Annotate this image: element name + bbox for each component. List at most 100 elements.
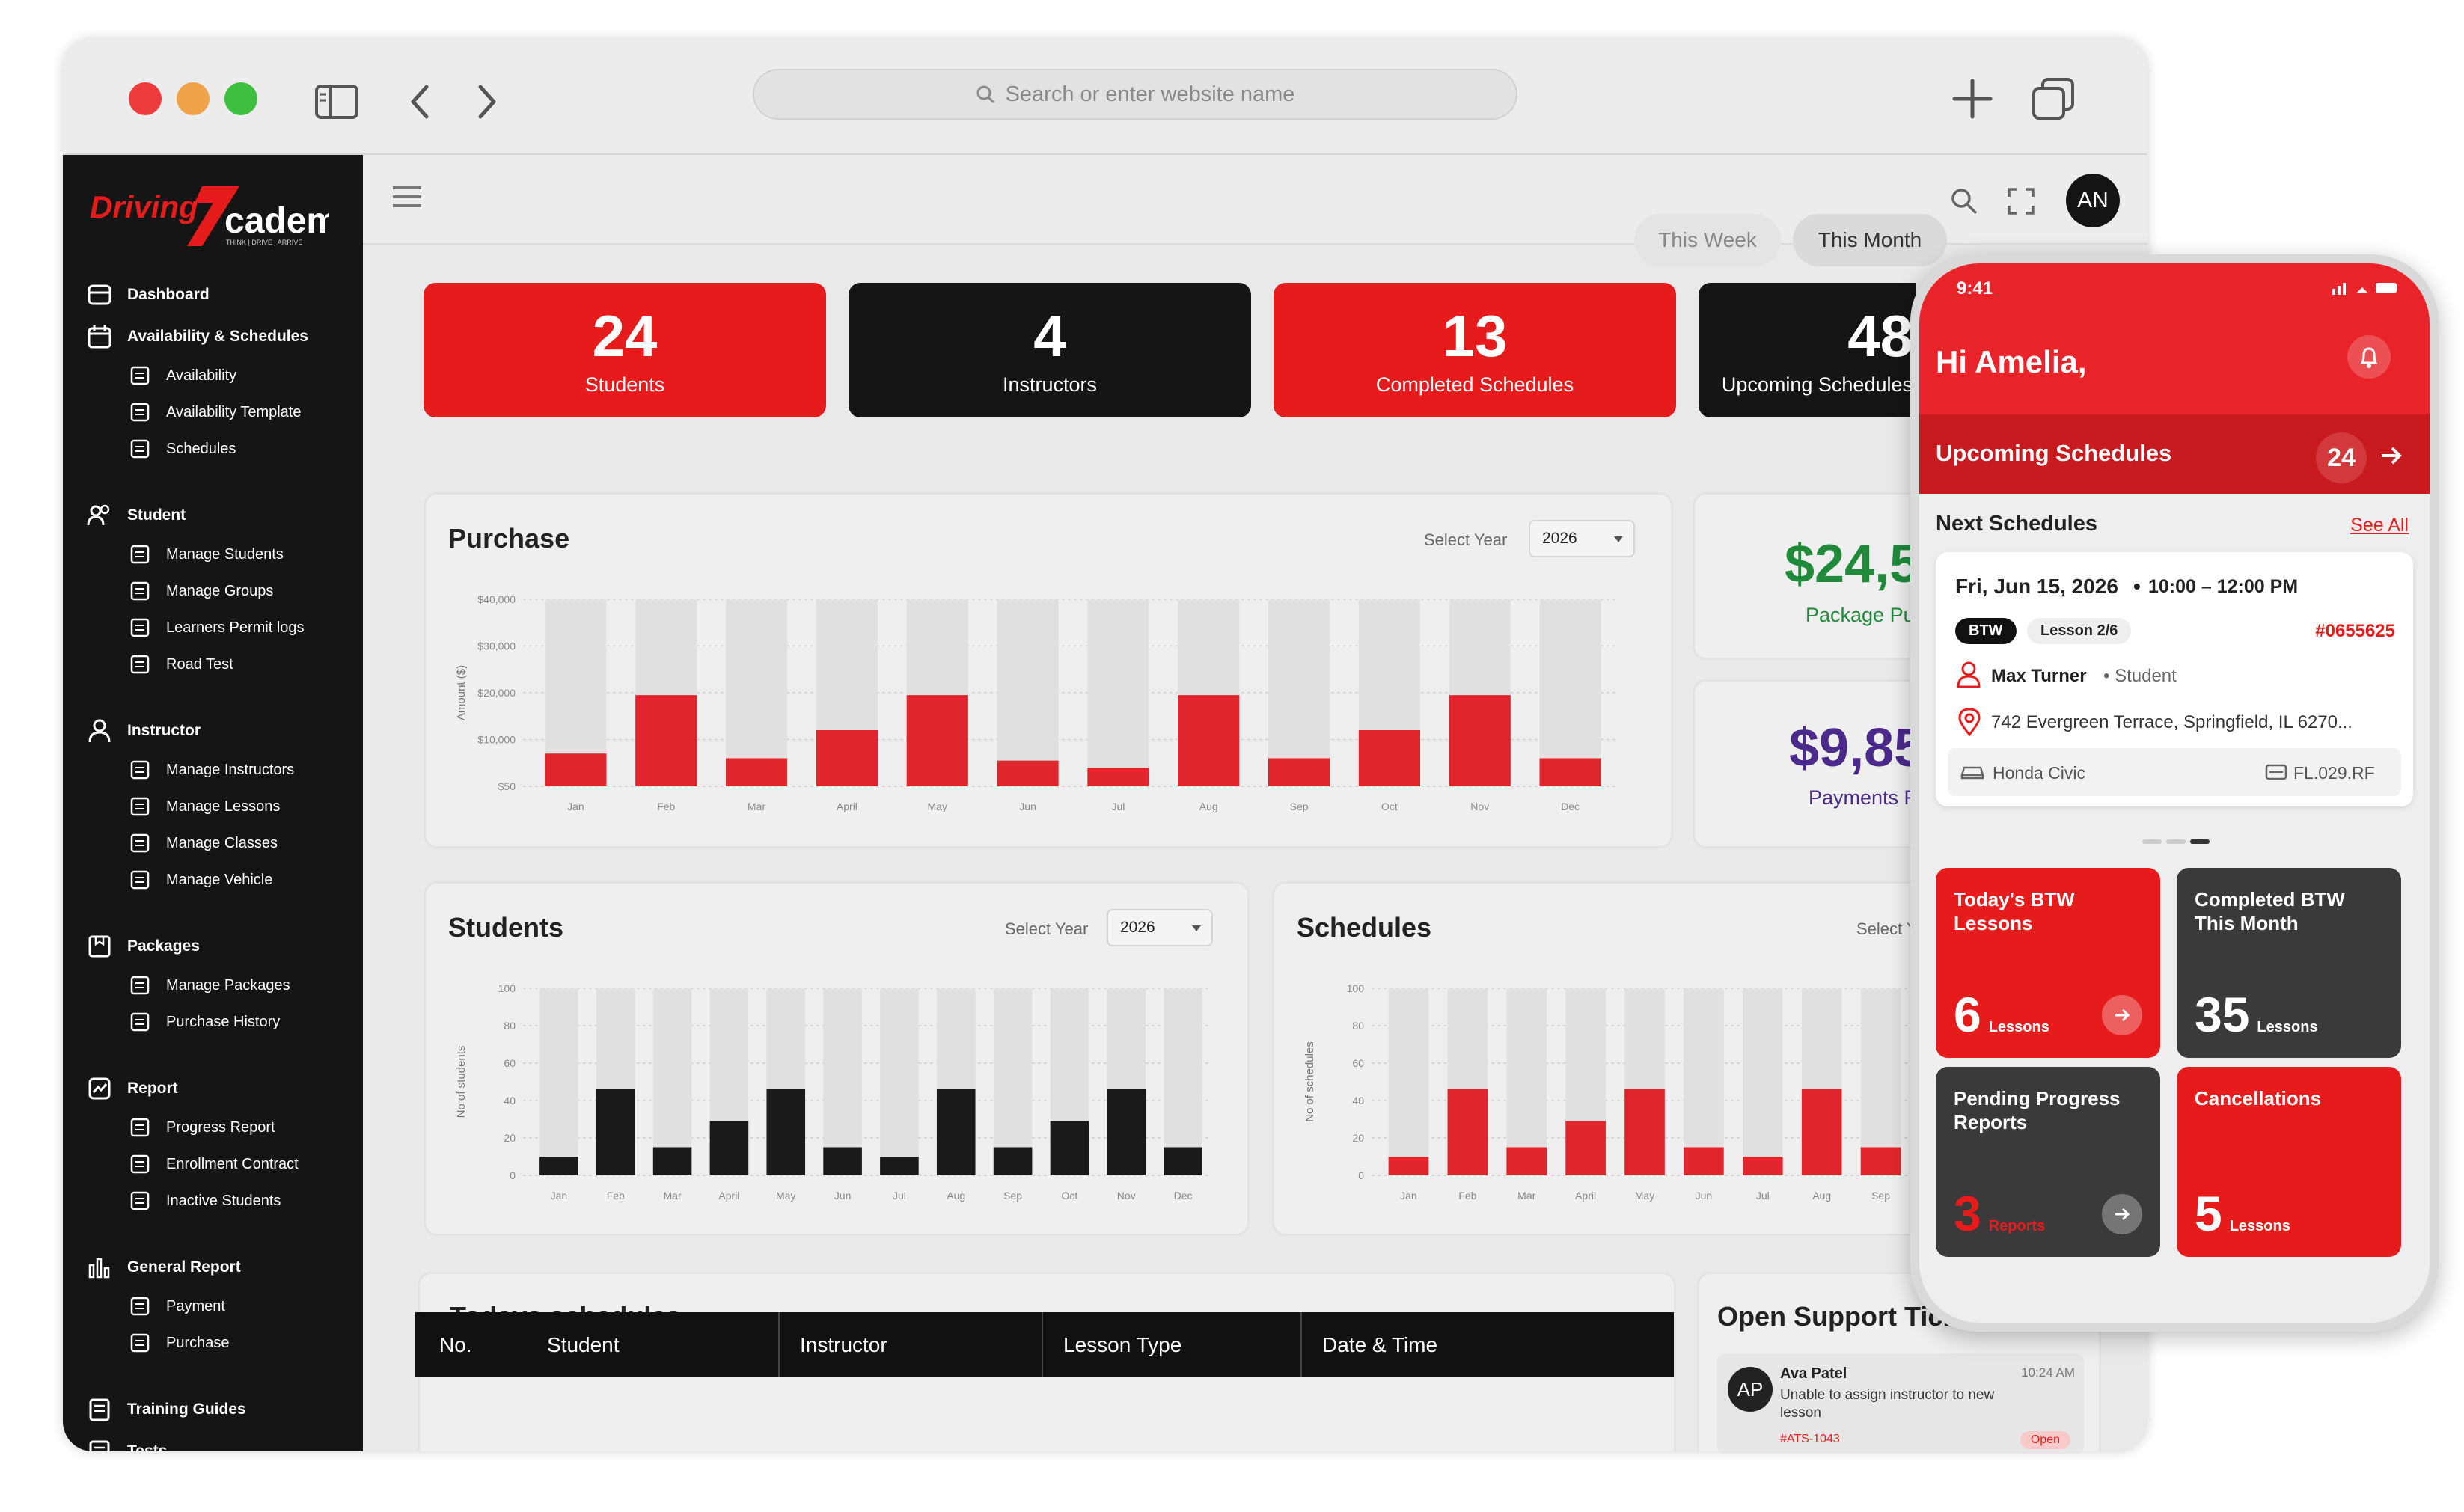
stat-card-completed-schedules[interactable]: 13 Completed Schedules [1274,283,1676,417]
chart-bar[interactable] [880,1157,919,1175]
sidebar-subitem-manage-lessons[interactable]: Manage Lessons [129,795,280,818]
students-year-select[interactable]: 2026 [1107,909,1213,946]
sidebar-item-report[interactable]: Report [87,1076,178,1101]
chart-bar[interactable] [1449,695,1511,786]
sidebar-subitem-enrollment-contract[interactable]: Enrollment Contract [129,1153,299,1175]
sidebar-subitem-inactive-students[interactable]: Inactive Students [129,1190,281,1212]
forward-icon[interactable] [471,82,501,121]
sidebar-subitem-manage-students[interactable]: Manage Students [129,543,284,566]
sidebar-subitem-purchase[interactable]: Purchase [129,1332,230,1354]
sidebar-subitem-progress-report[interactable]: Progress Report [129,1116,275,1139]
back-icon[interactable] [406,82,435,121]
maximize-window-button[interactable] [224,82,257,115]
arrow-right-icon[interactable] [2102,995,2142,1035]
arrow-right-icon[interactable] [2102,1194,2142,1234]
sidebar-subitem-manage-instructors[interactable]: Manage Instructors [129,759,294,781]
stat-card-upcoming-schedules[interactable]: 48 Upcoming Schedules [1699,283,1916,417]
chart-bar[interactable] [766,1089,806,1175]
chart-y-axis-label: Amount ($) [455,665,468,720]
chart-bar-background [726,599,788,786]
sidebar-toggle-icon[interactable] [314,84,359,120]
chart-bar[interactable] [1107,1089,1146,1175]
fullscreen-icon[interactable] [2006,186,2036,216]
chart-bar[interactable] [997,760,1059,786]
chart-bar[interactable] [823,1147,862,1176]
dashboard-tile-completed-btw-this-month[interactable]: Completed BTW This Month 35 Lessons [2177,868,2401,1058]
chart-bar[interactable] [539,1157,578,1175]
sidebar-subitem-availability-template[interactable]: Availability Template [129,401,301,423]
sidebar-subitem-availability[interactable]: Availability [129,364,236,387]
chart-bar[interactable] [936,1089,976,1175]
dashboard-tile-cancellations[interactable]: Cancellations 5 Lessons [2177,1067,2401,1257]
sidebar-item-availability-schedules[interactable]: Availability & Schedules [87,324,308,349]
chart-bar[interactable] [596,1089,635,1175]
chart-bar[interactable] [1164,1147,1202,1176]
this-month-filter-button[interactable]: This Month [1793,214,1947,266]
chart-bar[interactable] [1539,758,1601,787]
chart-bar[interactable] [1684,1147,1724,1176]
chart-bar[interactable] [906,695,968,786]
hamburger-menu-icon[interactable] [391,183,423,210]
chart-bar[interactable] [816,730,878,786]
carousel-indicator [2142,839,2210,844]
sidebar-subitem-road-test[interactable]: Road Test [129,653,233,676]
chart-bar[interactable] [1268,758,1330,787]
chart-bar[interactable] [993,1147,1033,1176]
tabs-overview-icon[interactable] [2031,76,2076,121]
purchase-year-select[interactable]: 2026 [1529,520,1635,557]
next-schedule-card[interactable]: Fri, Jun 15, 2026 • 10:00 – 12:00 PM BTW… [1936,552,2413,806]
chart-bar[interactable] [1087,768,1149,786]
sidebar-item-instructor[interactable]: Instructor [87,718,201,744]
todays-schedules-table-header: No. Student Instructor Lesson Type Date … [415,1312,1674,1377]
chart-bar[interactable] [1050,1121,1089,1176]
sidebar-subitem-payment[interactable]: Payment [129,1295,225,1317]
bell-icon[interactable] [2347,335,2391,379]
sidebar-item-general-report[interactable]: General Report [87,1255,241,1280]
address-bar[interactable]: Search or enter website name [753,69,1517,120]
new-tab-icon[interactable] [1950,76,1995,121]
chart-bar[interactable] [652,1147,692,1176]
chart-bar[interactable] [709,1121,749,1176]
stat-card-instructors[interactable]: 4 Instructors [849,283,1251,417]
chart-bar[interactable] [1447,1089,1488,1175]
sidebar-subitem-learners-permit-logs[interactable]: Learners Permit logs [129,616,305,639]
tile-value: 35 [2195,987,2250,1042]
chart-bar[interactable] [1178,695,1240,786]
chart-y-tick-label: 20 [1352,1132,1364,1144]
chart-bar[interactable] [1801,1089,1842,1175]
sidebar-subitem-purchase-history[interactable]: Purchase History [129,1011,280,1033]
sidebar-subitem-schedules[interactable]: Schedules [129,438,236,460]
user-avatar[interactable]: AN [2066,174,2120,227]
sidebar-item-student[interactable]: Student [87,503,186,528]
sidebar-item-dashboard[interactable]: Dashboard [87,282,210,307]
chart-bar[interactable] [1358,730,1420,786]
chart-bar[interactable] [545,753,607,786]
chart-bar[interactable] [1742,1157,1783,1175]
dashboard-tile-pending-progress-reports[interactable]: Pending Progress Reports 3 Reports [1936,1067,2160,1257]
sidebar-subitem-manage-groups[interactable]: Manage Groups [129,580,273,602]
close-window-button[interactable] [129,82,162,115]
sidebar-item-packages[interactable]: Packages [87,934,200,959]
stat-card-students[interactable]: 24 Students [424,283,826,417]
column-no: No. [439,1333,472,1356]
sidebar-subitem-manage-classes[interactable]: Manage Classes [129,832,278,854]
search-icon[interactable] [1949,186,1979,216]
dashboard-tile-today-s-btw-lessons[interactable]: Today's BTW Lessons 6 Lessons [1936,868,2160,1058]
chart-bar[interactable] [1506,1147,1547,1176]
sidebar-subitem-label: Enrollment Contract [166,1155,299,1172]
sidebar-subitem-manage-packages[interactable]: Manage Packages [129,974,290,997]
upcoming-schedules-banner[interactable]: Upcoming Schedules 24 [1919,414,2430,494]
support-ticket-item[interactable]: AP Ava Patel 10:24 AM Unable to assign i… [1717,1353,2084,1454]
sidebar-item-training-guides[interactable]: Training Guides [87,1397,246,1422]
minimize-window-button[interactable] [177,82,210,115]
chart-bar[interactable] [1624,1089,1665,1175]
sidebar-subitem-manage-vehicle[interactable]: Manage Vehicle [129,869,272,891]
chart-bar[interactable] [1565,1121,1606,1176]
chart-bar[interactable] [635,695,697,786]
sidebar-item-tests[interactable]: Tests [87,1439,167,1451]
chart-bar[interactable] [1388,1157,1429,1175]
this-week-filter-button[interactable]: This Week [1634,214,1781,266]
see-all-link[interactable]: See All [2350,515,2409,536]
chart-bar[interactable] [726,758,788,787]
chart-bar[interactable] [1860,1147,1901,1176]
